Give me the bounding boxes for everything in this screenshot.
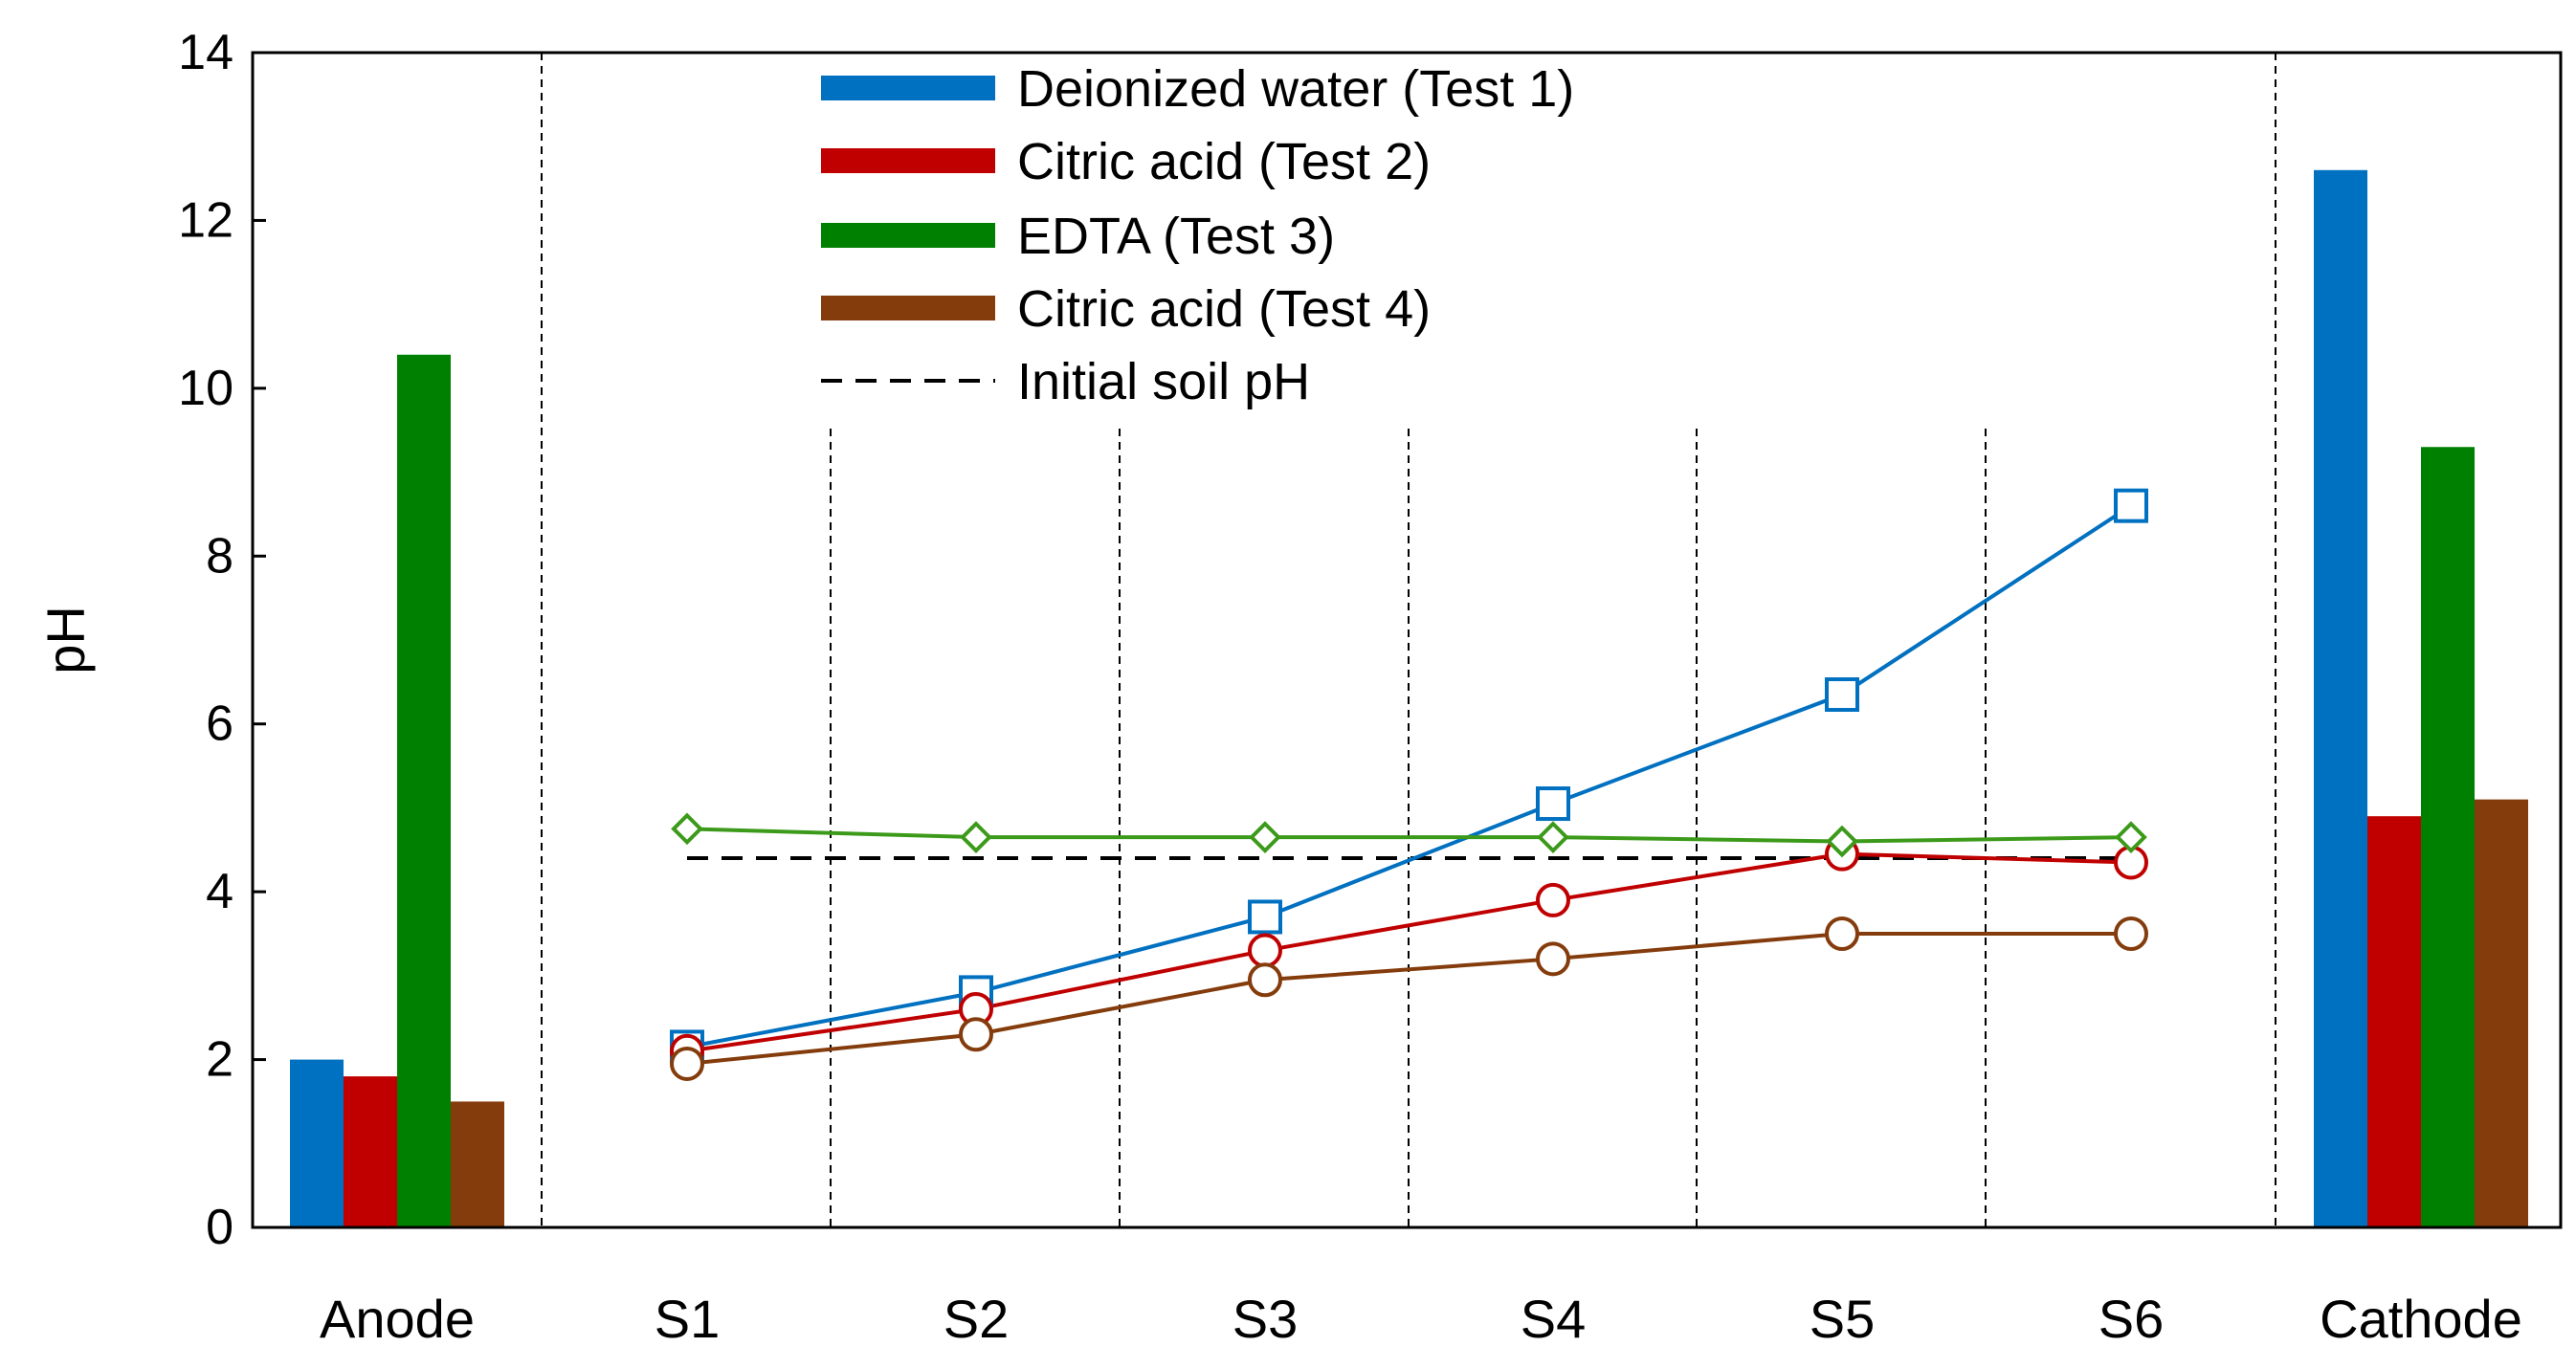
x-tick-label: S6 <box>2099 1289 2165 1349</box>
marker-series-4-s5 <box>1825 916 1859 951</box>
y-tick-label: 10 <box>178 361 233 416</box>
marker-series-2-s3 <box>1248 933 1282 968</box>
marker-series-4-s3 <box>1248 962 1282 998</box>
series-lines <box>686 503 2133 1066</box>
plot-frame <box>251 51 2563 1229</box>
y-tick-label: 8 <box>206 528 233 584</box>
marker-series-4-s1 <box>670 1046 704 1081</box>
y-tick-label: 4 <box>206 864 233 919</box>
legend: Deionized water (Test 1) Citric acid (Tes… <box>821 60 1574 410</box>
legend-swatch-4 <box>821 296 995 320</box>
legend-swatch-3 <box>821 223 995 248</box>
marker-series-3-s4 <box>1537 821 1569 853</box>
bar-anode-2 <box>344 1076 397 1227</box>
marker-series-4-s4 <box>1536 941 1570 977</box>
series-line-3 <box>686 827 2132 844</box>
bar-cathode-3 <box>2421 447 2475 1227</box>
x-tick-label: S4 <box>1521 1289 1587 1349</box>
marker-series-3-s2 <box>960 821 992 853</box>
legend-swatch-1 <box>821 76 995 100</box>
x-tick-label: S2 <box>944 1289 1010 1349</box>
legend-label-1: Deionized water (Test 1) <box>1017 60 1574 118</box>
marker-series-3-s1 <box>671 812 703 846</box>
marker-series-4-s6 <box>2114 916 2148 951</box>
marker-series-3-s6 <box>2115 821 2147 853</box>
bars <box>290 169 2528 1227</box>
marker-series-4-s2 <box>959 1017 993 1052</box>
marker-series-1-s3 <box>1248 899 1282 935</box>
y-tick-label: 12 <box>178 192 233 248</box>
marker-series-1-s5 <box>1825 677 1859 713</box>
y-tick-label: 14 <box>178 25 233 80</box>
x-tick-label: S5 <box>1810 1289 1876 1349</box>
y-tick-label: 6 <box>206 696 233 752</box>
legend-label-4: Citric acid (Test 4) <box>1017 280 1431 338</box>
bar-anode-1 <box>290 1059 344 1227</box>
marker-series-2-s4 <box>1536 882 1570 917</box>
x-tick-label: S1 <box>655 1289 721 1349</box>
bar-anode-4 <box>451 1101 504 1227</box>
x-tick-label: S3 <box>1232 1289 1299 1349</box>
legend-label-2: Citric acid (Test 2) <box>1017 133 1431 190</box>
y-tick-label: 2 <box>206 1032 233 1088</box>
series-markers <box>670 488 2148 1081</box>
y-axis-label: pH <box>35 606 96 674</box>
series-line-1 <box>686 503 2133 1049</box>
bar-cathode-4 <box>2475 799 2528 1227</box>
marker-series-3-s5 <box>1826 825 1858 858</box>
axes: 0 2 4 6 8 10 12 14 pH Anode S1 S2 S3 S4 S5 S6 Cathode <box>35 25 2563 1349</box>
legend-swatch-2 <box>821 148 995 173</box>
section-dividers <box>541 53 2276 1227</box>
x-tick-label: Anode <box>320 1289 475 1349</box>
legend-label-3: EDTA (Test 3) <box>1017 208 1335 265</box>
y-tick-label: 0 <box>206 1200 233 1255</box>
marker-series-1-s6 <box>2114 488 2148 523</box>
legend-label-5: Initial soil pH <box>1017 353 1310 410</box>
marker-series-3-s3 <box>1249 821 1281 853</box>
series-line-4 <box>686 932 2131 1066</box>
x-tick-label: Cathode <box>2320 1289 2522 1349</box>
bar-cathode-1 <box>2314 169 2367 1227</box>
marker-series-1-s4 <box>1536 786 1570 822</box>
series-line-2 <box>686 851 2132 1053</box>
bar-anode-3 <box>397 354 451 1227</box>
bar-cathode-2 <box>2367 816 2421 1227</box>
